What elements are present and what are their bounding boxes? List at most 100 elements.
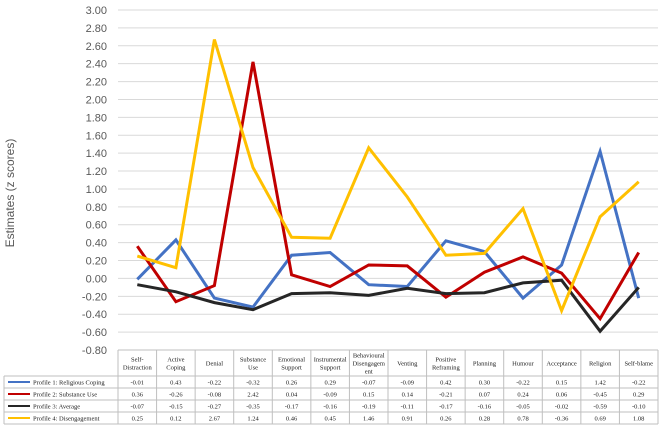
data-value-label: -0.16 [478,403,492,410]
data-value-label: -0.21 [439,391,453,398]
category-label: Disengagem [352,361,385,368]
y-tick-label: 2.00 [86,94,107,106]
y-tick-label: -0.40 [82,309,107,321]
data-value-label: 1.08 [633,415,644,422]
data-value-label: -0.01 [131,379,145,386]
data-value-label: -0.17 [285,403,299,410]
data-value-label: 0.04 [286,391,298,398]
category-label: Acceptance [546,361,576,368]
data-value-label: 2.67 [209,415,221,422]
category-label: Denial [206,361,224,368]
category-label: Planning [473,361,497,368]
data-value-label: -0.07 [131,403,145,410]
y-tick-label: 1.40 [86,148,107,160]
category-label: Support [281,365,302,372]
category-label: Emotional [278,357,305,364]
category-label: Distraction [123,365,153,372]
series-line-2 [136,61,640,322]
data-value-label: -0.22 [516,379,530,386]
category-label: Venting [397,361,418,368]
data-value-label: -0.09 [323,391,337,398]
legend-label: Profile 4: Disengagement [33,415,100,422]
data-value-label: 0.24 [517,391,529,398]
data-value-label: 0.15 [363,391,374,398]
data-value-label: 0.07 [479,391,491,398]
data-value-label: -0.05 [516,403,530,410]
y-tick-label: 2.80 [86,23,107,35]
category-label: Self-blame [624,361,653,368]
data-value-label: -0.07 [362,379,376,386]
y-tick-label: 0.80 [86,202,107,214]
category-label: Use [248,365,258,372]
legend-label: Profile 1: Religious Coping [33,379,105,386]
y-tick-label: 0.60 [86,220,107,232]
data-value-label: 1.42 [594,379,605,386]
y-tick-label: 2.60 [86,41,107,53]
y-tick-label: 0.20 [86,256,107,268]
data-value-label: -0.45 [593,391,607,398]
y-tick-label: -0.60 [82,327,107,339]
category-label: Religion [589,361,612,368]
data-value-label: 1.46 [363,415,375,422]
y-axis-ticks: 3.00 2.80 2.60 2.40 2.20 2.00 1.80 1.60 1.40 1.20… [82,5,107,357]
series-lines [136,39,641,334]
y-tick-label: 0.40 [86,238,107,250]
data-value-label: 0.36 [132,391,144,398]
data-value-label: 0.42 [440,379,451,386]
data-value-label: -0.09 [401,379,415,386]
data-value-label: 0.69 [594,415,605,422]
data-value-label: -0.11 [401,403,414,410]
data-value-label: 0.26 [286,379,298,386]
category-label: Reframing [432,365,461,372]
data-value-label: -0.32 [246,379,260,386]
data-value-label: 0.15 [556,379,567,386]
data-value-label: 0.46 [286,415,298,422]
data-value-label: -0.02 [555,403,569,410]
category-label: Substance [240,357,266,364]
y-tick-label: 3.00 [86,5,107,17]
legend-label: Profile 3: Average [33,403,80,410]
data-value-label: 0.25 [132,415,143,422]
data-value-label: 0.91 [402,415,413,422]
y-tick-label: 1.20 [86,166,107,178]
data-value-label: 0.43 [170,379,181,386]
category-label: Coping [166,365,186,372]
y-tick-label: -0.20 [82,291,107,303]
series-line-3 [137,278,640,334]
data-value-label: 0.26 [440,415,452,422]
data-value-label: 0.12 [170,415,181,422]
data-value-label: 0.06 [556,391,568,398]
data-value-label: -0.26 [169,391,183,398]
y-tick-label: 1.00 [86,184,107,196]
data-value-label: -0.19 [362,403,376,410]
y-axis-label: Estimates (z scores) [3,139,17,248]
data-value-label: -0.22 [632,379,646,386]
y-tick-label: 1.80 [86,112,107,124]
category-label: Positive [435,357,456,364]
data-value-label: 0.29 [324,379,335,386]
data-value-label: 0.78 [517,415,528,422]
y-tick-label: 2.40 [86,59,107,71]
category-label: Active [167,357,184,364]
data-value-label: -0.36 [555,415,569,422]
data-value-label: -0.17 [439,403,453,410]
data-value-label: -0.27 [208,403,222,410]
data-value-label: 0.30 [479,379,490,386]
data-value-label: 0.29 [633,391,644,398]
data-value-label: 1.24 [247,415,259,422]
y-tick-label: 1.60 [86,130,107,142]
series-line-4 [136,39,640,315]
data-value-label: 0.14 [402,391,414,398]
data-value-label: 2.42 [247,391,258,398]
data-value-label: -0.22 [208,379,222,386]
data-value-label: -0.35 [246,403,260,410]
y-tick-label: 0.00 [86,273,107,285]
data-value-label: 0.45 [324,415,335,422]
category-label: Humour [512,361,535,368]
data-value-label: 0.28 [479,415,490,422]
category-label: ent [365,369,373,376]
data-value-label: -0.59 [593,403,607,410]
